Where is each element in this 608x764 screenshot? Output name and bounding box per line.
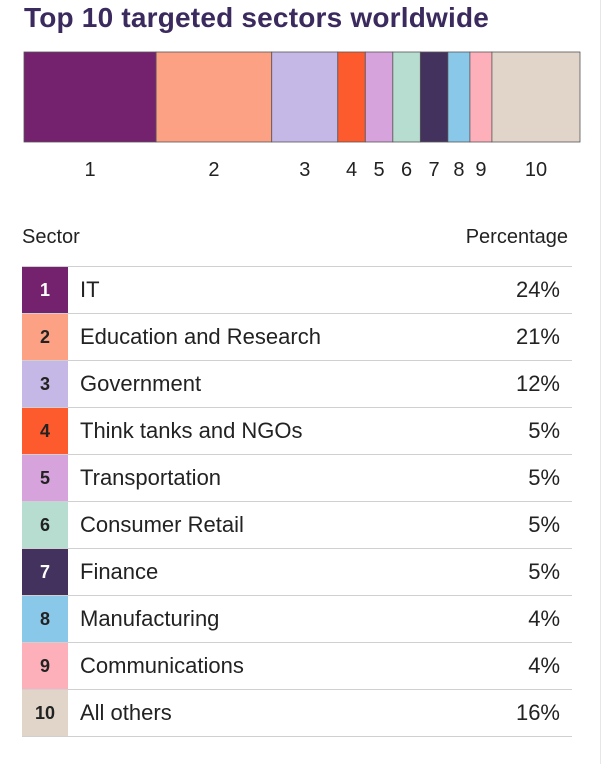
bar-segment-label-1: 1 [84,159,95,181]
sector-percentage: 5% [528,465,560,490]
bar-segment-6 [392,51,421,143]
table-row: 10 All others 16% [22,690,572,737]
sector-color-swatch: 9 [22,643,68,689]
sector-percentage: 4% [528,606,560,631]
table-row: 8 Manufacturing 4% [22,596,572,643]
bar-segment-label-3: 3 [299,159,310,181]
bar-segment-5 [364,51,394,143]
table-row: 5 Transportation 5% [22,455,572,502]
stacked-bar-chart: 1 2 3 4 5 6 7 8 9 10 [23,51,581,181]
table-row: 1 IT 24% [22,267,572,314]
bar-segment-3 [271,51,339,143]
sector-name: Communications [80,653,244,678]
sector-name: Government [80,371,202,396]
table-row: 7 Finance 5% [22,549,572,596]
sector-name: Consumer Retail [80,512,244,537]
sector-color-swatch: 5 [22,455,68,501]
bar-segment-label-8: 8 [453,159,464,181]
bar-segment-10 [491,51,581,143]
sector-name: Finance [80,559,159,584]
sector-percentage: 5% [528,559,560,584]
sector-percentage: 5% [528,418,560,443]
sector-color-swatch: 1 [22,267,68,313]
bar-segment-label-4: 4 [346,159,357,181]
table-row: 3 Government 12% [22,361,572,408]
sector-percentage: 16% [515,700,560,725]
table-row: 2 Education and Research 21% [22,314,572,361]
bar-segment-2 [155,51,273,143]
bar-segment-label-10: 10 [525,159,547,181]
sector-color-swatch: 8 [22,596,68,642]
sector-name: Manufacturing [80,606,220,631]
sector-table: 1 IT 24% 2 Education and Research 21% 3 Governm… [22,266,572,737]
right-divider [600,0,601,764]
bar-segment-label-2: 2 [208,159,219,181]
sector-name: Think tanks and NGOs [80,418,303,443]
sector-color-swatch: 10 [22,690,68,736]
chart-title: Top 10 targeted sectors worldwide [24,2,490,33]
bar-segment-4 [337,51,366,143]
table-row: 4 Think tanks and NGOs 5% [22,408,572,455]
bar-segment-label-9: 9 [475,159,486,181]
table-row: 9 Communications 4% [22,643,572,690]
sector-percentage: 4% [528,653,560,678]
sector-percentage: 5% [528,512,560,537]
sector-color-swatch: 4 [22,408,68,454]
sector-percentage: 24% [515,277,560,302]
bar-segment-label-7: 7 [429,159,440,181]
sector-percentage: 21% [515,324,560,349]
bar-segment-label-6: 6 [401,159,412,181]
bar-segment-8 [447,51,471,143]
sector-color-swatch: 7 [22,549,68,595]
table-row: 6 Consumer Retail 5% [22,502,572,549]
sector-name: Transportation [80,465,222,490]
sector-percentage: 12% [515,371,560,396]
sector-color-swatch: 3 [22,361,68,407]
sector-color-swatch: 2 [22,314,68,360]
bar-segment-9 [469,51,493,143]
bar-segment-7 [419,51,449,143]
sector-name: All others [80,700,172,725]
sector-color-swatch: 6 [22,502,68,548]
sector-name: IT [80,277,100,302]
sector-column-header: Sector [22,226,80,248]
bar-segment-label-5: 5 [374,159,385,181]
percentage-column-header: Percentage [465,226,568,248]
bar-segment-1 [23,51,157,143]
sector-name: Education and Research [80,324,321,349]
